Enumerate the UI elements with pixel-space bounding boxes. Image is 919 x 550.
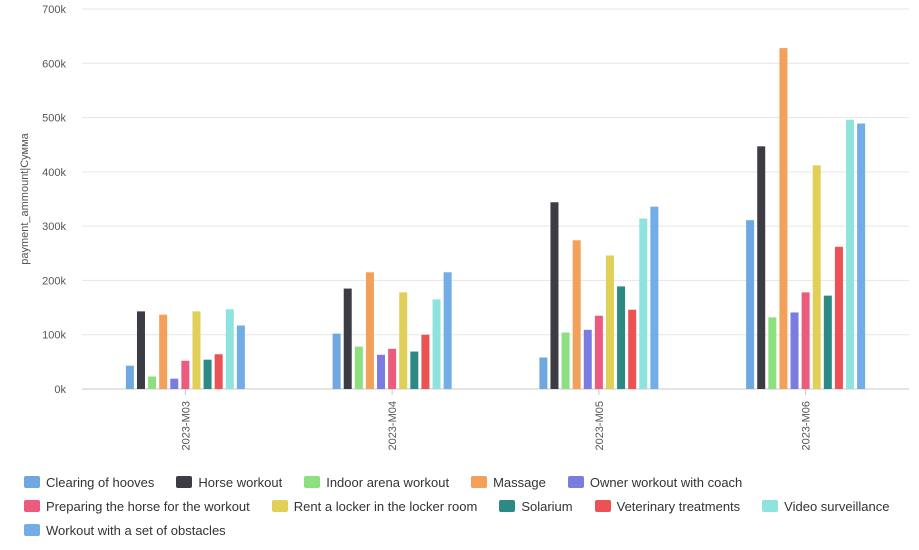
- bar: [757, 146, 766, 389]
- bar: [136, 311, 145, 389]
- bar: [125, 365, 134, 389]
- bar: [650, 206, 659, 389]
- legend-label: Veterinary treatments: [616, 498, 741, 514]
- bar: [159, 314, 168, 389]
- legend-item[interactable]: Video surveillance: [762, 499, 889, 514]
- bar: [561, 332, 570, 389]
- y-tick-label: 200k: [42, 275, 66, 287]
- legend-label: Owner workout with coach: [589, 474, 743, 490]
- legend-swatch: [304, 476, 321, 488]
- legend-label: Rent a locker in the locker room: [293, 498, 478, 514]
- bar: [148, 376, 157, 389]
- legend-label: Clearing of hooves: [46, 474, 155, 490]
- bar: [628, 309, 637, 389]
- legend-swatch: [567, 476, 584, 488]
- y-tick-label: 300k: [42, 221, 66, 233]
- bar: [539, 357, 548, 389]
- bar: [812, 165, 821, 389]
- legend-item[interactable]: Veterinary treatments: [594, 498, 741, 514]
- legend-item[interactable]: Clearing of hooves: [24, 475, 154, 490]
- legend-label: Massage: [493, 474, 546, 490]
- bar: [365, 272, 374, 389]
- legend-swatch: [176, 476, 193, 488]
- bar-chart: 0k 100k 200k 300k 400k 500k 600k 700k payment_am…: [19, 4, 909, 451]
- legend-item[interactable]: Workout with a set of obstacles: [24, 523, 226, 538]
- legend-item[interactable]: Preparing the horse for the workout: [24, 499, 250, 514]
- chart-legend: Clearing of hooves Horse workout Indoor ar…: [24, 470, 909, 542]
- legend-label: Indoor arena workout: [326, 474, 450, 490]
- bar: [203, 359, 212, 389]
- bar: [421, 334, 430, 389]
- legend-row: Preparing the horse for the workout Rent …: [24, 494, 909, 518]
- bar: [823, 295, 832, 389]
- bar: [779, 48, 788, 389]
- legend-swatch: [24, 524, 40, 536]
- bar: [746, 220, 755, 389]
- bar: [236, 325, 245, 389]
- bar: [192, 311, 201, 389]
- bar: [388, 348, 397, 389]
- y-tick-label: 500k: [42, 113, 66, 125]
- bar: [354, 346, 363, 389]
- bar: [410, 351, 419, 389]
- x-tick-label: 2023-M04: [387, 401, 399, 451]
- legend-item[interactable]: Owner workout with coach: [567, 474, 743, 490]
- bar: [225, 309, 234, 389]
- legend-swatch: [594, 500, 611, 512]
- legend-label: Workout with a set of obstacles: [46, 522, 226, 538]
- bar: [181, 360, 190, 389]
- bar: [214, 354, 223, 389]
- legend-label: Video surveillance: [784, 498, 890, 514]
- legend-label: Horse workout: [198, 474, 283, 490]
- bar: [801, 292, 810, 389]
- bar: [377, 354, 386, 389]
- bar: [857, 123, 866, 390]
- legend-item[interactable]: Massage: [471, 475, 546, 490]
- legend-item[interactable]: Horse workout: [176, 475, 282, 490]
- legend-swatch: [24, 500, 40, 512]
- bar: [790, 312, 799, 389]
- legend-swatch: [762, 500, 779, 512]
- legend-swatch: [24, 476, 40, 488]
- legend-row: Clearing of hooves Horse workout Indoor ar…: [24, 470, 909, 494]
- bar: [550, 202, 559, 389]
- bar: [432, 299, 441, 389]
- bar: [343, 288, 352, 389]
- legend-label: Preparing the horse for the workout: [46, 498, 250, 514]
- legend-swatch: [471, 476, 488, 488]
- bar: [583, 329, 592, 389]
- bar: [617, 286, 626, 389]
- x-tick-label: 2023-M06: [801, 401, 813, 451]
- legend-swatch: [499, 500, 516, 512]
- y-tick-label: 100k: [42, 330, 66, 342]
- y-tick-label: 600k: [42, 58, 66, 70]
- x-tick-label: 2023-M05: [594, 401, 606, 451]
- legend-item[interactable]: Rent a locker in the locker room: [271, 498, 478, 514]
- bar: [768, 317, 777, 389]
- bar: [443, 272, 452, 389]
- y-tick-label: 400k: [42, 167, 66, 179]
- bar: [605, 255, 614, 389]
- bar: [170, 378, 179, 389]
- bar: [834, 246, 843, 389]
- y-tick-label: 700k: [42, 4, 66, 16]
- bar: [399, 292, 408, 389]
- y-tick-label: 0k: [54, 384, 66, 396]
- bar: [639, 218, 648, 389]
- legend-row: Workout with a set of obstacles: [24, 518, 909, 542]
- bar: [572, 240, 581, 389]
- bar: [594, 315, 603, 389]
- legend-item[interactable]: Indoor arena workout: [304, 475, 449, 490]
- legend-swatch: [271, 500, 288, 512]
- y-axis-title: payment_ammount|Сумма: [19, 132, 31, 264]
- legend-item[interactable]: Solarium: [499, 498, 573, 514]
- x-tick-label: 2023-M03: [180, 401, 192, 451]
- legend-label: Solarium: [521, 498, 573, 514]
- bar: [332, 333, 341, 389]
- bar: [846, 119, 855, 389]
